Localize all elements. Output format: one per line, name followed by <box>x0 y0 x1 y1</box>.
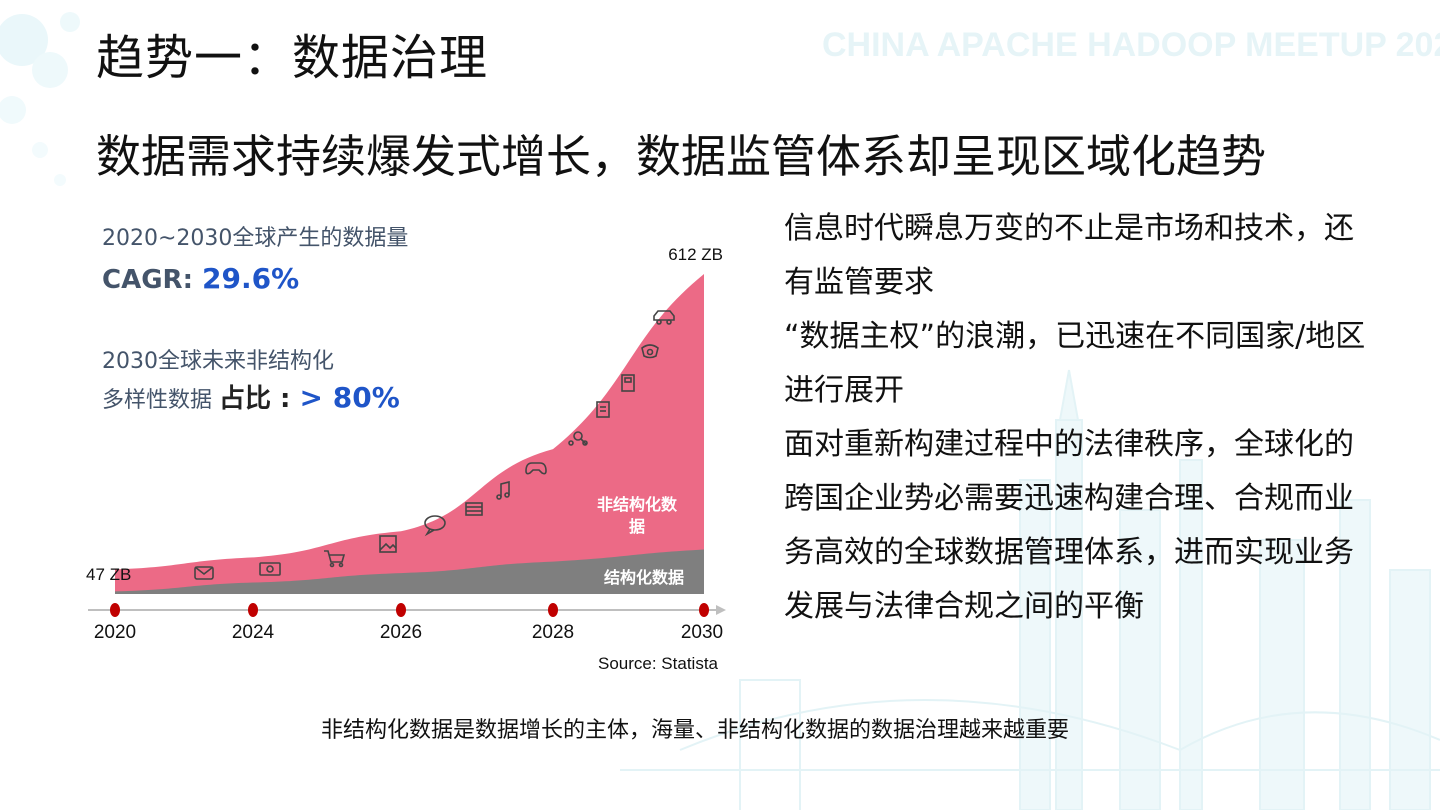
start-total-label: 47 ZB <box>86 565 131 584</box>
car-icon <box>653 310 675 325</box>
people-icon <box>568 431 588 446</box>
background-cityscape <box>620 369 1440 810</box>
side-line: 有监管要求 <box>784 265 934 300</box>
x-tick-label: 2026 <box>380 622 422 643</box>
image-icon <box>379 535 397 553</box>
year-marker <box>396 603 406 617</box>
unstructured-line1: 2030全球未来非结构化 <box>102 349 334 374</box>
cash-icon <box>259 562 281 576</box>
structured-area <box>115 549 704 594</box>
series-label-unstructured: 非结构化数 <box>597 495 678 514</box>
side-line: 跨国企业势必需要迅速构建合理、合规而业 <box>784 481 1354 516</box>
x-tick-label: 2020 <box>94 622 136 643</box>
cagr-stat: CAGR: 29.6% <box>102 262 299 295</box>
unstructured-share-stat: 2030全球未来非结构化 多样性数据 占比 : > 80% <box>102 344 400 419</box>
data-volume-label: 2020~2030全球产生的数据量 <box>102 226 409 251</box>
background-splash <box>0 12 80 186</box>
mail-icon <box>194 566 214 580</box>
x-tick-label: 2030 <box>681 622 723 643</box>
year-marker <box>110 603 120 617</box>
data-growth-chart: 2020 2024 2026 2028 2030 47 ZB 612 ZB 非结构化数 … <box>86 245 726 643</box>
side-line: 务高效的全球数据管理体系，进而实现业务 <box>784 535 1354 570</box>
cart-icon <box>324 550 346 568</box>
year-marker <box>248 603 258 617</box>
chart-source: Source: Statista <box>598 654 719 673</box>
year-marker <box>548 603 558 617</box>
headline: 数据需求持续爆发式增长，数据监管体系却呈现区域化趋势 <box>96 130 1267 183</box>
camera-icon <box>641 344 659 359</box>
cagr-value: 29.6% <box>202 262 300 295</box>
side-line: 面对重新构建过程中的法律秩序，全球化的 <box>784 427 1354 462</box>
x-tick-label: 2024 <box>232 622 275 643</box>
smart-meter-icon <box>621 374 635 392</box>
side-line: 进行展开 <box>784 373 904 408</box>
film-icon <box>465 502 483 516</box>
gamepad-icon <box>525 462 547 475</box>
side-description: 信息时代瞬息万变的不止是市场和技术，还 有监管要求 “数据主权”的浪潮，已迅速在… <box>784 202 1366 634</box>
end-total-label: 612 ZB <box>668 245 723 264</box>
slide-title: 趋势一：数据治理 <box>96 30 489 86</box>
side-line: 发展与法律合规之间的平衡 <box>784 589 1144 624</box>
x-axis-arrow <box>716 605 726 615</box>
cagr-label: CAGR: <box>102 265 203 295</box>
year-marker <box>699 603 709 617</box>
unstructured-line2: 多样性数据 <box>102 388 219 413</box>
series-label-structured: 结构化数据 <box>603 568 684 587</box>
side-line: 信息时代瞬息万变的不止是市场和技术，还 <box>784 211 1354 246</box>
event-watermark: CHINA APACHE HADOOP MEETUP 2022 <box>822 26 1440 64</box>
series-label-unstructured-cont: 据 <box>629 517 645 536</box>
unstructured-area <box>115 274 704 594</box>
x-tick-label: 2028 <box>532 622 574 643</box>
document-icon <box>596 401 610 418</box>
bottom-caption: 非结构化数据是数据增长的主体，海量、非结构化数据的数据治理越来越重要 <box>320 718 1069 743</box>
share-value: > 80% <box>299 381 400 414</box>
chat-icon <box>424 515 446 537</box>
share-label: 占比 : <box>219 384 300 414</box>
music-icon <box>496 480 510 500</box>
side-line: “数据主权”的浪潮，已迅速在不同国家/地区 <box>784 319 1366 354</box>
